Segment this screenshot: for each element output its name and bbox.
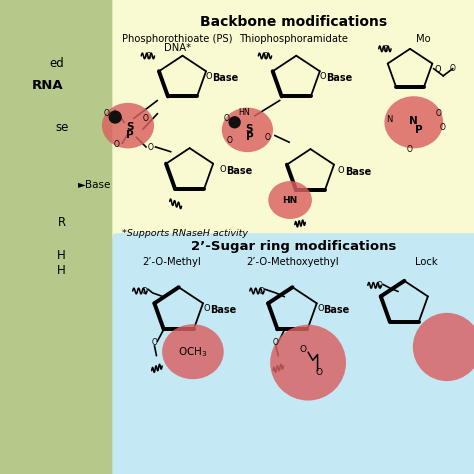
Ellipse shape <box>162 324 224 379</box>
Text: RNA: RNA <box>32 79 63 92</box>
Text: Thiophosphoramidate: Thiophosphoramidate <box>239 34 348 44</box>
Text: O: O <box>319 72 326 81</box>
Text: P: P <box>415 125 422 135</box>
Text: O: O <box>259 287 264 296</box>
Text: P: P <box>246 131 253 142</box>
Circle shape <box>109 110 122 124</box>
Text: Base: Base <box>323 304 350 315</box>
Text: O: O <box>316 368 323 376</box>
Text: O: O <box>114 140 119 148</box>
Text: H: H <box>57 249 66 263</box>
FancyBboxPatch shape <box>112 0 474 240</box>
Text: O: O <box>300 346 307 354</box>
Text: Base: Base <box>345 166 371 177</box>
Text: ►Base: ►Base <box>78 180 111 190</box>
Text: N: N <box>410 116 418 126</box>
Text: O: O <box>104 109 110 118</box>
FancyBboxPatch shape <box>112 233 474 474</box>
Text: O: O <box>436 109 441 118</box>
Text: S: S <box>126 121 134 132</box>
Ellipse shape <box>102 103 154 148</box>
Text: O: O <box>152 338 157 346</box>
Text: HN: HN <box>283 196 298 204</box>
Text: O: O <box>204 304 210 312</box>
Text: 2’-O-Methoxyethyl: 2’-O-Methoxyethyl <box>246 257 339 267</box>
Text: O: O <box>219 165 226 174</box>
Text: Base: Base <box>210 304 236 315</box>
Text: 2’-Sugar ring modifications: 2’-Sugar ring modifications <box>191 240 397 253</box>
Text: O: O <box>143 114 149 123</box>
Text: Phosphorothioate (PS): Phosphorothioate (PS) <box>122 34 233 44</box>
Text: Mo: Mo <box>416 34 431 44</box>
Circle shape <box>228 116 241 128</box>
Text: O: O <box>224 114 229 123</box>
Text: O: O <box>407 145 413 154</box>
Text: S: S <box>246 124 253 134</box>
Ellipse shape <box>270 325 346 401</box>
Text: O: O <box>383 45 389 54</box>
Text: se: se <box>55 121 68 135</box>
Text: O: O <box>148 144 154 152</box>
Text: −: − <box>231 118 238 127</box>
Text: *Supports RNaseH activity: *Supports RNaseH activity <box>122 229 248 238</box>
Text: H: H <box>57 264 66 277</box>
Ellipse shape <box>413 313 474 381</box>
Text: O: O <box>434 65 441 73</box>
Text: O: O <box>338 166 345 175</box>
Text: O: O <box>439 123 445 131</box>
Text: O: O <box>146 53 152 61</box>
Text: O: O <box>376 282 382 290</box>
Text: O: O <box>227 136 232 145</box>
Text: O: O <box>264 133 270 142</box>
Text: N: N <box>386 115 392 124</box>
Text: Lock: Lock <box>415 257 438 267</box>
Text: OCH$_3$: OCH$_3$ <box>178 345 208 359</box>
Text: HN: HN <box>238 109 250 117</box>
Text: Base: Base <box>212 73 238 83</box>
Text: Base: Base <box>226 165 253 176</box>
Text: P: P <box>126 129 134 140</box>
Text: O: O <box>273 338 279 346</box>
Text: O: O <box>205 72 212 81</box>
Text: R: R <box>57 216 66 229</box>
Text: O: O <box>263 53 268 61</box>
Text: Backbone modifications: Backbone modifications <box>201 15 387 29</box>
Text: −: − <box>112 113 118 121</box>
Text: O: O <box>318 304 324 312</box>
Text: O: O <box>142 287 148 296</box>
Text: Base: Base <box>326 73 352 83</box>
Text: ed: ed <box>49 57 64 71</box>
Ellipse shape <box>222 108 273 152</box>
Ellipse shape <box>384 96 443 148</box>
Text: O: O <box>450 64 456 73</box>
Text: DNA*: DNA* <box>164 43 191 53</box>
Ellipse shape <box>268 181 312 219</box>
Text: 2’-O-Methyl: 2’-O-Methyl <box>142 257 201 267</box>
